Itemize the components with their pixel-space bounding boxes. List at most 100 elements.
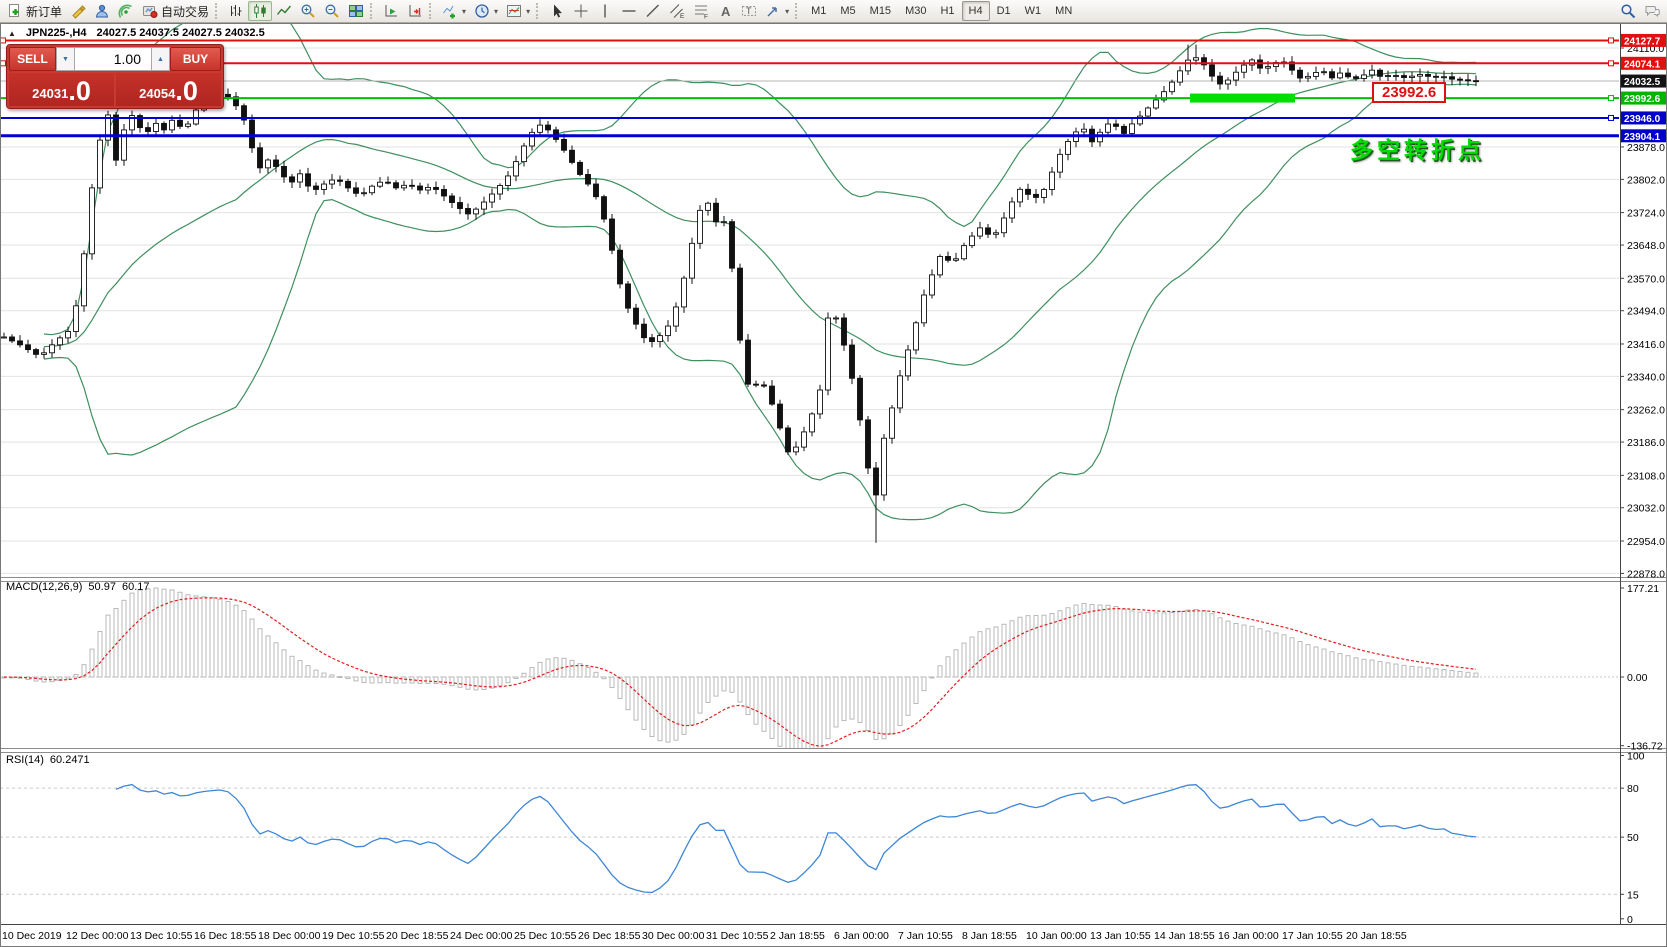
dropdown-caret-icon: ▾ (462, 6, 467, 16)
macd-indicator-label: MACD(12,26,9) 50.97 60.17 (6, 581, 149, 593)
volume-input[interactable] (75, 47, 151, 71)
timeframe-M30[interactable]: M30 (898, 1, 933, 21)
thick-trend-segment[interactable] (1190, 93, 1295, 103)
svg-text:20 Jan 18:55: 20 Jan 18:55 (1346, 930, 1407, 942)
price-tag-24032.5 (1621, 74, 1666, 88)
tile-windows-button[interactable] (344, 1, 368, 21)
volume-decrease-button[interactable]: ▼ (56, 47, 75, 71)
main-toolbar: 新订单 自动交易 ▾ ▾ (0, 0, 1667, 23)
bar-chart-button[interactable] (224, 1, 248, 21)
text-button[interactable]: A (713, 1, 737, 21)
zoom-in-button[interactable] (296, 1, 320, 21)
svg-text:23340.0: 23340.0 (1627, 371, 1665, 383)
price-level-callout[interactable]: 23992.6 (1372, 82, 1447, 103)
rsi-indicator-label: RSI(14) 60.2471 (6, 754, 90, 766)
timeframe-M5[interactable]: M5 (833, 1, 862, 21)
line-handle[interactable] (1608, 37, 1614, 44)
svg-text:A: A (721, 4, 731, 19)
svg-text:F: F (704, 14, 708, 20)
signals-icon (118, 4, 132, 18)
price-tag-24074.1 (1621, 56, 1666, 70)
auto-scroll-button[interactable] (379, 1, 403, 21)
line-handle[interactable] (0, 37, 6, 44)
svg-text:100: 100 (1627, 751, 1645, 763)
candlestick-chart-button[interactable] (248, 1, 273, 21)
bar-chart-icon (231, 5, 242, 16)
timeframe-H1[interactable]: H1 (933, 1, 961, 21)
text-label-button[interactable]: T (737, 1, 761, 21)
chat-button[interactable] (1640, 1, 1664, 21)
chart-shift-icon (409, 5, 422, 17)
line-handle[interactable] (1608, 60, 1614, 67)
svg-text:20 Dec 18:55: 20 Dec 18:55 (386, 930, 449, 942)
svg-text:E: E (680, 13, 685, 19)
horizontal-line-button[interactable] (617, 1, 641, 21)
svg-text:22954.0: 22954.0 (1627, 536, 1665, 548)
timeframe-MN[interactable]: MN (1048, 1, 1079, 21)
svg-text:23186.0: 23186.0 (1627, 437, 1665, 449)
svg-text:23992.6: 23992.6 (1624, 94, 1661, 105)
equidistant-channel-button[interactable]: E (665, 1, 689, 21)
svg-text:15: 15 (1627, 889, 1639, 901)
arrows-button[interactable]: ▾ (761, 1, 793, 21)
collapse-panel-arrow-icon[interactable]: ▲ (8, 28, 16, 38)
chart-shift-button[interactable] (403, 1, 427, 21)
price-axis[interactable]: 24110.023878.023802.023724.023648.023570… (1620, 24, 1665, 926)
svg-text:13 Jan 10:55: 13 Jan 10:55 (1090, 930, 1151, 942)
svg-text:50: 50 (1627, 832, 1639, 844)
terminal-button[interactable] (90, 1, 114, 21)
svg-text:13 Dec 10:55: 13 Dec 10:55 (130, 930, 193, 942)
crosshair-button[interactable] (569, 1, 593, 21)
volume-increase-button[interactable]: ▲ (151, 47, 170, 71)
cursor-icon (554, 4, 563, 18)
sell-price[interactable]: 24031.0 (9, 73, 114, 106)
search-button[interactable] (1616, 1, 1640, 21)
timeframe-H4[interactable]: H4 (961, 1, 990, 21)
svg-text:17 Jan 10:55: 17 Jan 10:55 (1282, 930, 1343, 942)
periods-button[interactable]: ▾ (470, 1, 502, 21)
autotrading-label: 自动交易 (161, 4, 210, 19)
line-handle[interactable] (1608, 114, 1614, 121)
timeframe-M15[interactable]: M15 (863, 1, 898, 21)
svg-text:26 Dec 18:55: 26 Dec 18:55 (578, 930, 641, 942)
buy-button[interactable]: BUY (170, 47, 221, 71)
timeframe-M1[interactable]: M1 (804, 1, 833, 21)
new-order-label: 新订单 (26, 4, 63, 19)
metaeditor-button[interactable] (66, 1, 90, 21)
rsi-name: RSI(14) (6, 754, 44, 766)
indicators-button[interactable]: ▾ (438, 1, 470, 21)
fibonacci-button[interactable]: F (689, 1, 713, 21)
trade-panel-controls: SELL ▼ ▲ BUY (9, 47, 221, 71)
line-chart-button[interactable] (272, 1, 296, 21)
cursor-button[interactable] (545, 1, 569, 21)
horizontal-line-icon (622, 10, 636, 12)
svg-text:14 Jan 18:55: 14 Jan 18:55 (1154, 930, 1215, 942)
bollinger-bands (43, 24, 1477, 521)
fibonacci-icon: F (695, 5, 708, 20)
timeframe-D1[interactable]: D1 (990, 1, 1018, 21)
svg-text:16 Dec 18:55: 16 Dec 18:55 (194, 930, 257, 942)
svg-text:12 Dec 00:00: 12 Dec 00:00 (66, 930, 129, 942)
time-axis[interactable]: 10 Dec 2019 12 Dec 00:00 13 Dec 10:55 16 De… (2, 930, 1407, 942)
templates-button[interactable]: ▾ (502, 1, 534, 21)
vertical-line-button[interactable] (593, 1, 617, 21)
line-handle[interactable] (0, 60, 6, 67)
search-icon (1621, 4, 1636, 19)
macd-signal-value: 60.17 (121, 581, 150, 593)
signals-button[interactable] (114, 1, 138, 21)
toolbar-grip (795, 3, 800, 19)
sell-button[interactable]: SELL (9, 47, 56, 71)
templates-icon (507, 5, 522, 17)
buy-price[interactable]: 24054.0 (116, 73, 221, 106)
horizontal-level-lines[interactable] (0, 37, 1619, 138)
svg-text:0.00: 0.00 (1627, 672, 1648, 684)
timeframe-W1[interactable]: W1 (1018, 1, 1049, 21)
chart-ohlc-values: 24027.5 24037.5 24027.5 24032.5 (96, 27, 265, 39)
autotrading-button[interactable]: 自动交易 (138, 1, 213, 21)
svg-text:23494.0: 23494.0 (1627, 306, 1665, 318)
trendline-button[interactable] (641, 1, 665, 21)
zoom-out-button[interactable] (320, 1, 344, 21)
new-order-button[interactable]: 新订单 (3, 1, 66, 21)
line-handle[interactable] (1608, 95, 1614, 102)
